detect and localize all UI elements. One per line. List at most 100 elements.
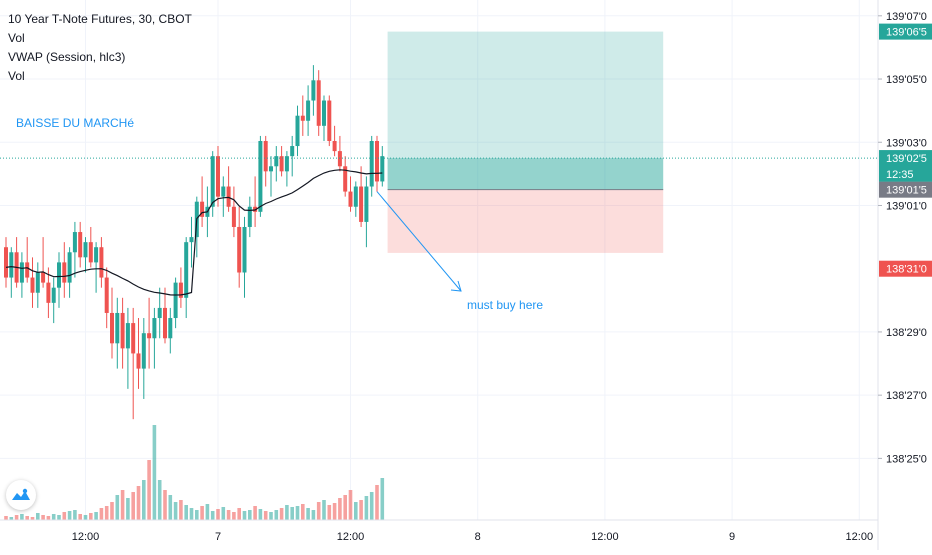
volume-bar: [62, 512, 67, 520]
annotation-arrowhead: [450, 280, 462, 292]
candle-body: [51, 287, 56, 303]
candle-body: [19, 262, 24, 283]
profit-zone: [387, 31, 664, 190]
volume-bar: [189, 508, 194, 520]
candle-body: [375, 140, 379, 182]
annotation-buy-text[interactable]: must buy here: [467, 298, 544, 312]
candle-body: [136, 353, 141, 369]
tradingview-logo-icon[interactable]: [6, 480, 36, 510]
candle-body: [242, 226, 247, 273]
volume-bar: [120, 490, 125, 520]
candle-body: [4, 247, 8, 278]
volume-bar: [242, 511, 247, 520]
price-tick-label: 139'05'0: [886, 74, 927, 86]
candle-body: [300, 115, 305, 121]
legend-volume-label[interactable]: Vol: [8, 31, 25, 45]
candle-body: [152, 318, 157, 339]
volume-bar: [232, 512, 236, 520]
volume-bar: [25, 516, 29, 520]
candle-body: [263, 140, 268, 172]
price-badge: [879, 150, 932, 167]
time-tick-label: 12:00: [591, 531, 619, 543]
volume-bar: [285, 505, 289, 520]
candle-body: [35, 272, 40, 293]
candle-body: [94, 247, 99, 263]
candle-body: [163, 307, 167, 339]
price-badge-label: 138'31'0: [886, 264, 927, 276]
candle-body: [131, 323, 136, 354]
volume-bar: [380, 478, 385, 520]
candle-body: [62, 262, 67, 283]
candle-body: [88, 242, 93, 263]
volume-bar: [94, 512, 98, 520]
volume-bar: [83, 515, 88, 520]
candle-body: [9, 252, 14, 278]
price-badge-label: 139'02'5: [886, 153, 927, 165]
legend-symbol-title[interactable]: 10 Year T-Note Futures, 30, CBOT: [8, 12, 192, 26]
candle-body: [46, 282, 51, 303]
candle-body: [295, 115, 300, 147]
candle-body: [343, 166, 348, 192]
candle-body: [274, 156, 279, 167]
volume-bar: [67, 511, 72, 520]
volume-bar: [36, 513, 40, 520]
volume-bar: [295, 506, 300, 520]
candle-body: [157, 307, 162, 319]
volume-bar: [110, 502, 114, 520]
price-badge: [879, 181, 932, 198]
volume-bar: [41, 515, 45, 520]
candle-body: [311, 80, 316, 101]
volume-bar: [364, 496, 369, 520]
profit-zone-filled: [387, 158, 664, 190]
volume-bar: [279, 508, 284, 520]
volume-bar: [316, 502, 321, 520]
candle-body: [284, 156, 289, 172]
legend-volume-label-2[interactable]: Vol: [8, 69, 25, 83]
candle-body: [99, 247, 104, 278]
candle-body: [173, 282, 178, 319]
volume-bar: [152, 425, 157, 520]
volume-bar: [89, 513, 93, 520]
annotation-arrow-line: [376, 191, 462, 292]
candle-body: [25, 262, 30, 278]
volume-bar: [359, 500, 363, 520]
price-badge-label: 12:35: [886, 169, 914, 181]
candle-body: [184, 242, 189, 298]
volume-bar: [184, 505, 188, 520]
volume-bar: [142, 480, 146, 520]
candle-body: [369, 140, 374, 187]
volume-bar: [136, 486, 141, 520]
candle-body: [210, 156, 215, 207]
chart-legend: 10 Year T-Note Futures, 30, CBOT Vol VWA…: [8, 10, 192, 86]
candle-body: [322, 100, 326, 126]
candle-body: [147, 333, 152, 339]
volume-bar: [147, 460, 151, 520]
volume-bar: [274, 510, 279, 520]
volume-bar: [322, 500, 326, 520]
volume-bar: [248, 510, 252, 520]
legend-vwap-label[interactable]: VWAP (Session, hlc3): [8, 50, 126, 64]
volume-bar: [163, 490, 167, 520]
volume-bar: [195, 510, 199, 520]
candle-body: [178, 282, 183, 298]
candle-body: [269, 166, 273, 172]
volume-bar: [157, 480, 162, 520]
candle-body: [237, 226, 242, 273]
annotation-baisse-text[interactable]: BAISSE DU MARCHé: [16, 116, 135, 130]
volume-bar: [311, 510, 316, 520]
volume-bar: [9, 517, 14, 520]
volume-bar: [115, 495, 120, 520]
volume-bar: [168, 495, 173, 520]
volume-bar: [263, 511, 268, 520]
time-tick-label: 12:00: [72, 531, 100, 543]
volume-bar: [73, 510, 77, 520]
volume-bar: [46, 516, 51, 520]
volume-bar: [51, 514, 56, 520]
volume-bar: [131, 492, 135, 520]
candle-body: [216, 156, 220, 197]
volume-bar: [253, 506, 257, 520]
volume-bar: [20, 514, 24, 520]
time-tick-label: 12:00: [337, 531, 365, 543]
